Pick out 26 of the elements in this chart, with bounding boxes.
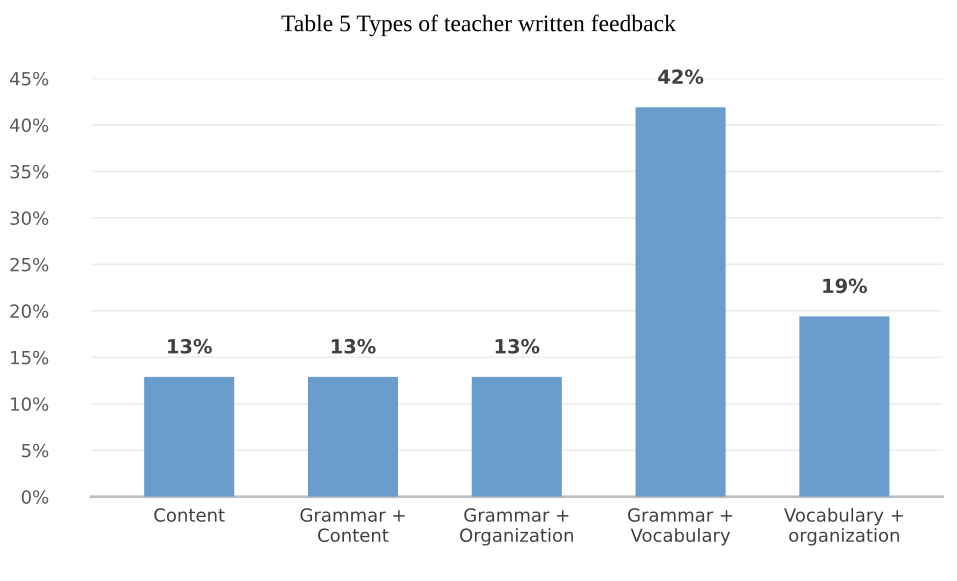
bar bbox=[144, 376, 234, 497]
y-tick-label: 30% bbox=[10, 211, 48, 225]
y-tick-label: 5% bbox=[22, 444, 48, 458]
x-tick-label: Grammar + Vocabulary bbox=[628, 508, 732, 546]
y-tick-label: 40% bbox=[10, 118, 48, 132]
bar bbox=[636, 107, 726, 497]
x-tick-label: Grammar + Organization bbox=[460, 508, 573, 546]
chart-title: Table 5 Types of teacher written feedback bbox=[282, 14, 676, 36]
data-label: 13% bbox=[332, 338, 376, 354]
x-tick-label: Vocabulary + organization bbox=[784, 508, 903, 546]
data-label: 42% bbox=[658, 69, 704, 84]
y-tick-label: 10% bbox=[11, 397, 48, 411]
bar bbox=[472, 376, 562, 497]
y-tick-label: 20% bbox=[10, 304, 48, 318]
y-tick-label: 15% bbox=[11, 350, 48, 364]
data-label: 13% bbox=[168, 338, 212, 354]
bar bbox=[799, 316, 890, 497]
y-tick-label: 25% bbox=[10, 258, 48, 272]
x-tick-label: Content bbox=[154, 508, 225, 522]
bar bbox=[308, 376, 398, 497]
x-tick-label: Grammar + Content bbox=[300, 508, 405, 542]
data-label: 13% bbox=[496, 338, 540, 354]
data-label: 19% bbox=[823, 278, 868, 294]
y-tick-label: 0% bbox=[22, 490, 48, 504]
y-tick-label: 45% bbox=[10, 72, 48, 86]
y-tick-label: 35% bbox=[10, 164, 48, 179]
